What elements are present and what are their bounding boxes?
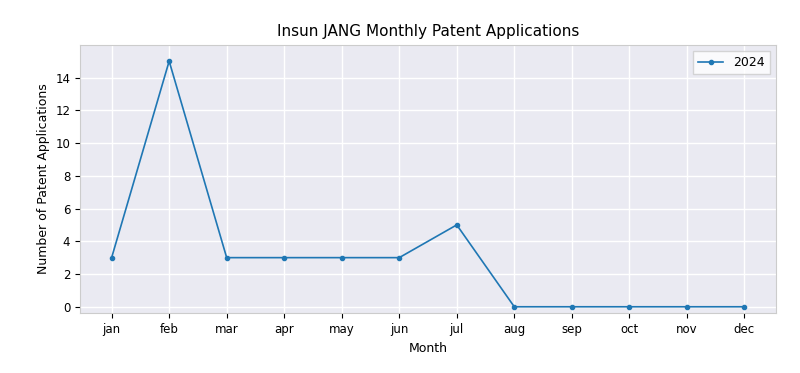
2024	[739, 304, 749, 309]
2024	[222, 256, 231, 260]
2024	[625, 304, 634, 309]
Title: Insun JANG Monthly Patent Applications: Insun JANG Monthly Patent Applications	[277, 24, 579, 40]
X-axis label: Month: Month	[409, 342, 447, 355]
2024	[567, 304, 577, 309]
2024	[452, 223, 462, 227]
2024	[107, 256, 117, 260]
2024	[337, 256, 346, 260]
2024	[682, 304, 692, 309]
Line: 2024: 2024	[110, 59, 746, 309]
2024	[510, 304, 519, 309]
2024	[279, 256, 289, 260]
Legend: 2024: 2024	[693, 51, 770, 74]
Y-axis label: Number of Patent Applications: Number of Patent Applications	[37, 84, 50, 275]
2024	[164, 59, 174, 63]
2024	[394, 256, 404, 260]
